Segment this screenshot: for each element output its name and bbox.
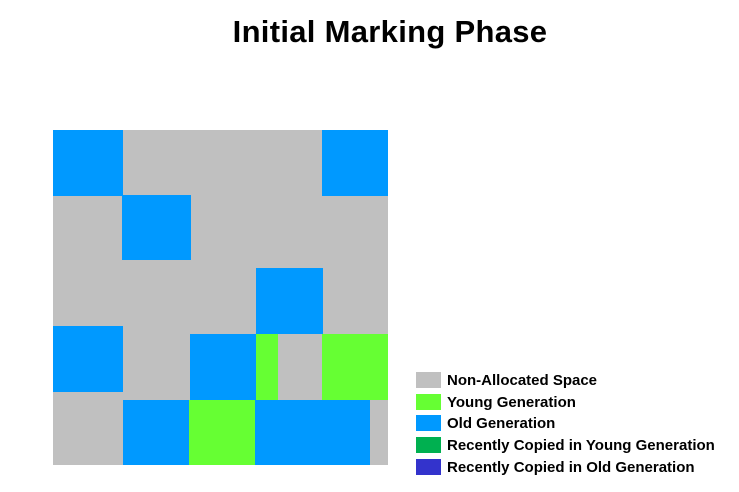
old-generation-region: [53, 326, 123, 392]
swatch-old: [416, 415, 441, 431]
young-generation-region: [256, 334, 278, 400]
legend-label: Old Generation: [447, 414, 555, 433]
swatch-young: [416, 394, 441, 410]
legend-item-recent-young: Recently Copied in Young Generation: [416, 436, 736, 456]
legend-label: Non-Allocated Space: [447, 371, 597, 390]
old-generation-region: [322, 130, 388, 196]
old-generation-region: [190, 334, 256, 400]
young-generation-region: [189, 400, 255, 465]
legend-label: Recently Copied in Old Generation: [447, 458, 695, 477]
swatch-non-allocated: [416, 372, 441, 388]
legend-item-non-allocated: Non-Allocated Space: [416, 371, 736, 391]
old-generation-region: [123, 400, 189, 465]
swatch-recent-young: [416, 437, 441, 453]
legend-label: Recently Copied in Young Generation: [447, 436, 715, 455]
swatch-recent-old: [416, 459, 441, 475]
old-generation-region: [256, 268, 323, 334]
old-generation-region: [122, 195, 191, 260]
old-generation-region: [255, 400, 370, 465]
legend-item-young: Young Generation: [416, 393, 736, 413]
young-generation-region: [322, 334, 388, 400]
legend-item-old: Old Generation: [416, 414, 736, 434]
old-generation-region: [53, 130, 123, 196]
legend-label: Young Generation: [447, 393, 576, 412]
legend-item-recent-old: Recently Copied in Old Generation: [416, 458, 736, 478]
